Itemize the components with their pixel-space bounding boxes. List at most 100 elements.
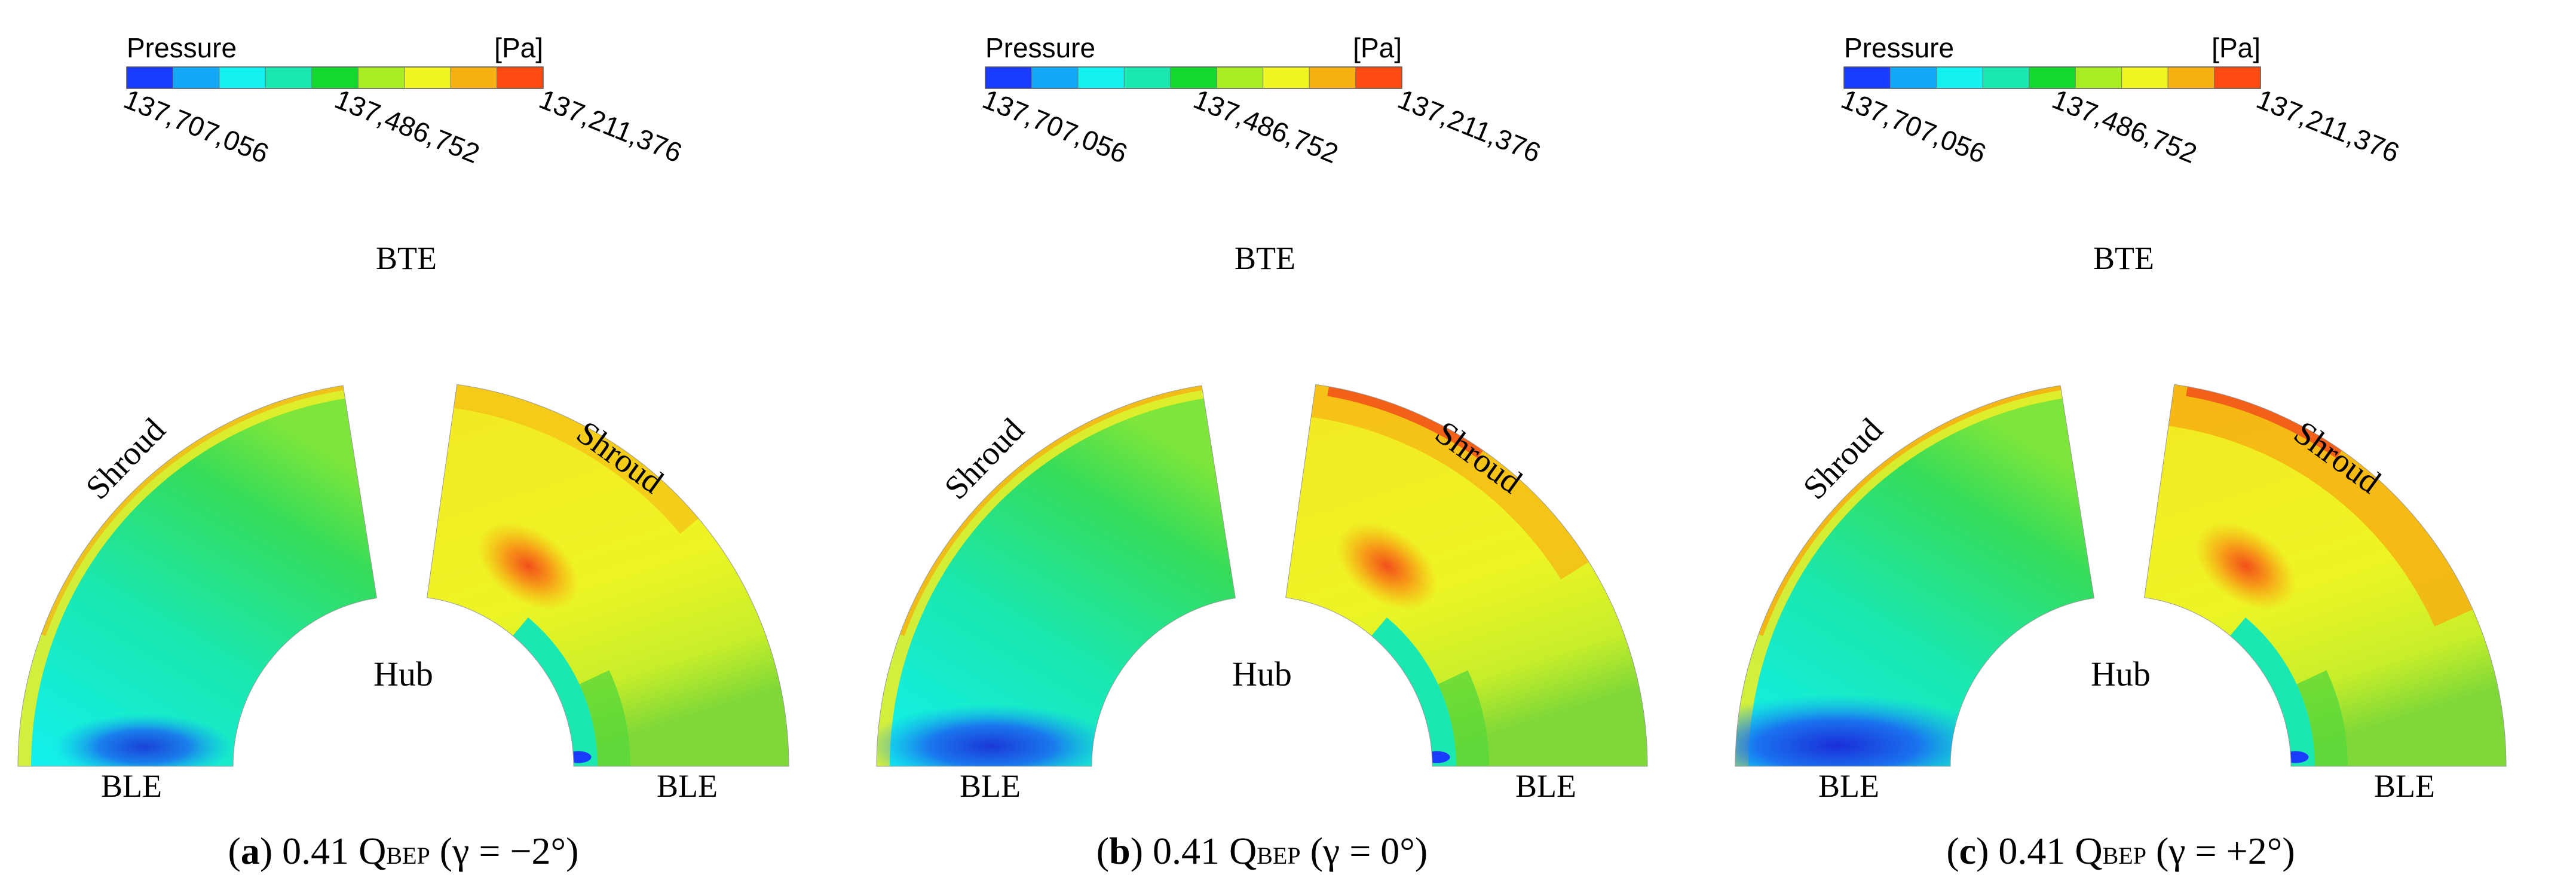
pressure-side-contour <box>1285 384 1647 766</box>
colorbar-swatch <box>1983 67 2030 88</box>
colorbar-swatch <box>1355 67 1402 88</box>
caption-open-paren: ( <box>228 830 241 872</box>
colorbar-title: Pressure <box>1844 32 1954 63</box>
suction-side-contour <box>18 385 377 766</box>
caption-open-paren: ( <box>1946 830 1959 872</box>
colorbar-swatch <box>1844 67 1891 88</box>
colorbar-swatch <box>451 67 498 88</box>
suction-side-outline <box>1735 385 2094 767</box>
colorbar-frame <box>1843 66 2261 89</box>
caption-flow: 0.41 Q <box>282 830 386 872</box>
panel-b: Pressure [Pa] 137,707,056 137,486,752 137,21… <box>876 32 1648 872</box>
caption-gamma: (γ = +2°) <box>2146 830 2295 872</box>
colorbar-frame <box>985 66 1402 89</box>
colorbar-swatch <box>2121 67 2168 88</box>
colorbar-swatch <box>173 67 220 88</box>
caption-close-paren: ) <box>1131 830 1153 872</box>
colorbar-tick-label: 137,211,376 <box>2252 83 2404 169</box>
caption-letter: b <box>1109 830 1131 872</box>
colorbar-tick-label: 137,211,376 <box>535 83 687 169</box>
caption-flow: 0.41 Q <box>1153 830 1257 872</box>
colorbar-swatch <box>1124 67 1171 88</box>
caption-flow: 0.41 Q <box>1998 830 2102 872</box>
colorbar-frame <box>126 66 544 89</box>
caption-subscript: BEP <box>2103 842 2146 869</box>
ble-label-right: BLE <box>1515 768 1576 804</box>
pressure-side-contour <box>427 384 789 766</box>
caption-open-paren: ( <box>1096 830 1109 872</box>
hub-label: Hub <box>1232 655 1292 693</box>
colorbar-swatch <box>358 67 405 88</box>
colorbar-title: Pressure <box>985 32 1095 63</box>
suction-side-outline <box>17 385 377 767</box>
pressure-colorbar: Pressure [Pa] 137,707,056 137,486,752 137,21… <box>120 32 687 169</box>
colorbar-swatch <box>404 67 451 88</box>
ble-label-right: BLE <box>657 768 718 804</box>
pressure-side-contour <box>2144 384 2506 766</box>
colorbar-swatch <box>219 67 266 88</box>
colorbar-swatch <box>311 67 359 88</box>
panel-caption: (c) 0.41 QBEP (γ = +2°) <box>1946 830 2295 872</box>
blade-pressure-contour <box>1735 384 2507 767</box>
colorbar-swatch <box>1263 67 1310 88</box>
colorbar-swatch <box>497 67 544 88</box>
colorbar-title: Pressure <box>127 32 237 63</box>
colorbar-swatch <box>985 67 1032 88</box>
colorbar-swatch <box>2168 67 2215 88</box>
colorbar-swatch <box>1936 67 1983 88</box>
panel-a: Pressure [Pa] 137,707,056 137,486,752 137,21… <box>17 32 789 872</box>
caption-letter: c <box>1959 830 1976 872</box>
hub-label: Hub <box>2091 655 2151 693</box>
colorbar-swatch <box>1309 67 1356 88</box>
hub-label: Hub <box>373 655 433 693</box>
colorbar-swatch <box>2075 67 2122 88</box>
suction-side-contour <box>877 385 1236 766</box>
pressure-side-outline <box>2144 384 2507 767</box>
colorbar-swatch <box>1170 67 1217 88</box>
colorbar-tick-label: 137,707,056 <box>1837 83 1990 169</box>
caption-gamma: (γ = 0°) <box>1301 830 1428 872</box>
caption-letter: a <box>241 830 260 872</box>
pressure-colorbar: Pressure [Pa] 137,707,056 137,486,752 137,21… <box>1837 32 2404 169</box>
colorbar-swatch <box>1890 67 1937 88</box>
caption-subscript: BEP <box>1257 842 1300 869</box>
panel-c: Pressure [Pa] 137,707,056 137,486,752 137,21… <box>1735 32 2507 872</box>
colorbar-unit: [Pa] <box>1353 32 1402 63</box>
panel-caption: (a) 0.41 QBEP (γ = −2°) <box>228 830 579 872</box>
caption-subscript: BEP <box>386 842 430 869</box>
ble-label-left: BLE <box>101 768 162 804</box>
suction-side-outline <box>876 385 1236 767</box>
pressure-side-outline <box>427 384 789 767</box>
colorbar-swatch <box>1031 67 1079 88</box>
colorbar-unit: [Pa] <box>2211 32 2260 63</box>
pressure-colorbar: Pressure [Pa] 137,707,056 137,486,752 137,21… <box>978 32 1545 169</box>
blade-pressure-contour <box>17 384 789 767</box>
colorbar-swatch <box>265 67 313 88</box>
pressure-side-outline <box>1285 384 1648 767</box>
panel-caption: (b) 0.41 QBEP (γ = 0°) <box>1096 830 1428 872</box>
colorbar-tick-label: 137,486,752 <box>2048 83 2201 169</box>
ble-label-left: BLE <box>1818 768 1879 804</box>
colorbar-tick-label: 137,707,056 <box>120 83 273 169</box>
caption-close-paren: ) <box>260 830 282 872</box>
colorbar-tick-label: 137,211,376 <box>1393 83 1545 169</box>
colorbar-unit: [Pa] <box>494 32 543 63</box>
caption-close-paren: ) <box>1976 830 1998 872</box>
colorbar-swatch <box>1077 67 1125 88</box>
colorbar-swatch <box>2214 67 2261 88</box>
bte-label: BTE <box>2093 240 2154 276</box>
blade-pressure-contour <box>876 384 1648 767</box>
ble-label-left: BLE <box>960 768 1021 804</box>
colorbar-tick-label: 137,486,752 <box>1189 83 1343 169</box>
colorbar-swatch <box>1217 67 1264 88</box>
bte-label: BTE <box>1235 240 1295 276</box>
colorbar-swatch <box>127 67 173 88</box>
colorbar-tick-label: 137,486,752 <box>330 83 484 169</box>
colorbar-swatch <box>2029 67 2076 88</box>
caption-gamma: (γ = −2°) <box>430 830 579 872</box>
colorbar-tick-label: 137,707,056 <box>978 83 1132 169</box>
ble-label-right: BLE <box>2374 768 2435 804</box>
suction-side-contour <box>1735 385 2094 766</box>
bte-label: BTE <box>376 240 437 276</box>
